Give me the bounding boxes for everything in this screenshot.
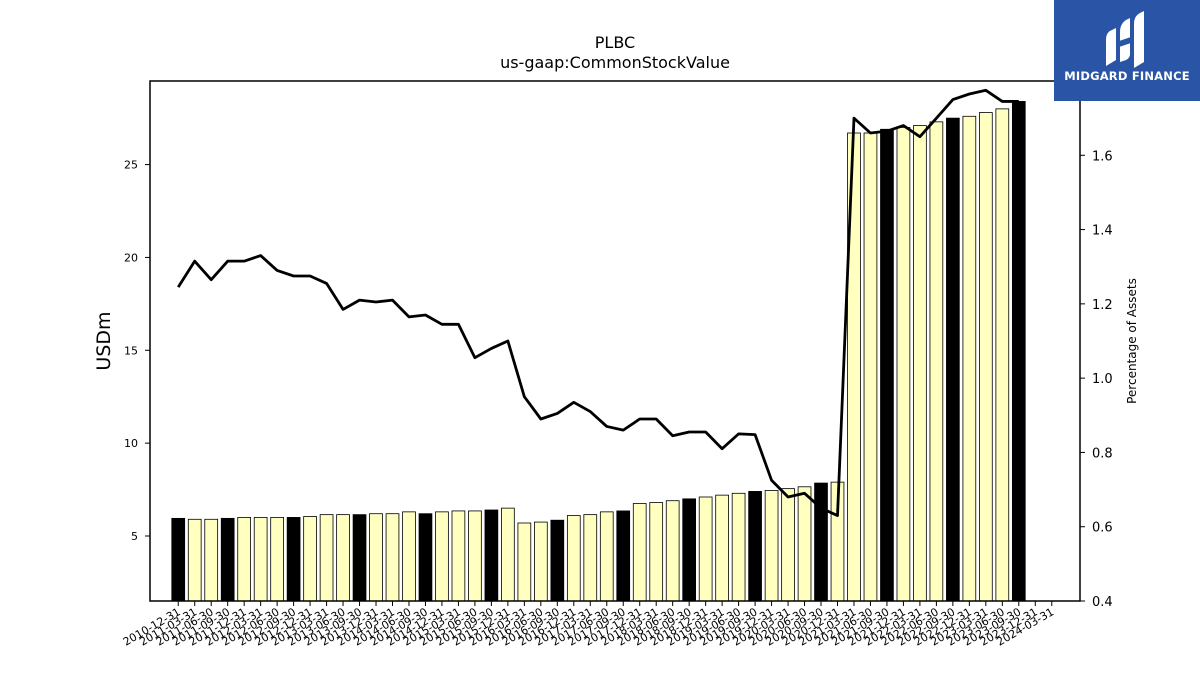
bar — [468, 510, 482, 602]
bar — [616, 510, 631, 602]
bar — [286, 517, 301, 602]
bar — [913, 125, 927, 602]
bar — [682, 498, 696, 602]
y2-tick-label: 1.4 — [1092, 224, 1113, 239]
bar — [270, 517, 284, 602]
chart-subtitle: us-gaap:CommonStockValue — [500, 53, 730, 72]
bar — [171, 517, 186, 602]
y2-axis-label: Percentage of Assets — [1125, 278, 1139, 404]
bar — [1011, 101, 1026, 602]
bar — [517, 522, 532, 602]
y-tick-label: 15 — [124, 344, 138, 357]
y2-tick-label: 0.6 — [1092, 521, 1113, 536]
y2-tick-label: 0.4 — [1092, 595, 1113, 610]
brand-logo: MIDGARD FINANCE — [1054, 0, 1200, 101]
bar — [649, 502, 664, 602]
bar — [748, 491, 762, 602]
bar — [814, 482, 828, 602]
bar — [303, 516, 317, 602]
bar — [369, 513, 383, 602]
bar — [336, 514, 350, 602]
bar — [863, 132, 878, 602]
bar — [698, 496, 713, 602]
bar — [237, 517, 252, 602]
y-tick-label: 10 — [124, 437, 138, 450]
bar — [319, 514, 334, 602]
bar — [402, 511, 416, 602]
bar — [880, 128, 894, 602]
bar — [781, 488, 795, 602]
logo-text: MIDGARD FINANCE — [1064, 69, 1190, 83]
bar — [962, 115, 977, 602]
bar — [484, 509, 499, 602]
y2-tick-label: 1.2 — [1092, 298, 1113, 313]
bar — [253, 517, 268, 602]
bar — [352, 514, 367, 602]
bar — [979, 112, 993, 602]
y2-tick-label: 1.6 — [1092, 149, 1113, 164]
bar — [451, 510, 466, 602]
bar — [501, 507, 515, 602]
midgard-logo-icon — [1106, 11, 1144, 68]
line-series — [177, 88, 1019, 517]
y2-tick-label: 1.0 — [1092, 372, 1113, 387]
bar — [534, 521, 548, 602]
bar — [632, 503, 647, 602]
bar — [550, 519, 565, 602]
bar — [187, 518, 202, 602]
bar — [764, 490, 779, 602]
y-tick-label: 5 — [131, 530, 138, 543]
bar — [220, 517, 235, 602]
bar — [946, 117, 960, 602]
bar — [599, 511, 614, 602]
bar — [583, 514, 598, 602]
y2-tick-label: 0.8 — [1092, 446, 1113, 461]
y-tick-label: 25 — [124, 159, 138, 172]
bar — [435, 511, 449, 602]
bar — [929, 121, 944, 602]
bar — [665, 500, 680, 602]
bar — [715, 494, 729, 602]
plot-frame — [149, 80, 1081, 602]
bar — [385, 513, 400, 602]
chart-title: PLBC — [595, 33, 635, 52]
bar — [896, 127, 911, 602]
y-tick-label: 20 — [124, 251, 138, 264]
bar — [731, 492, 746, 602]
bar — [204, 518, 219, 602]
bar — [995, 108, 1010, 602]
bar — [418, 513, 433, 602]
bar — [797, 486, 812, 602]
y-axis-label: USDm — [93, 311, 115, 370]
bar — [566, 515, 581, 602]
